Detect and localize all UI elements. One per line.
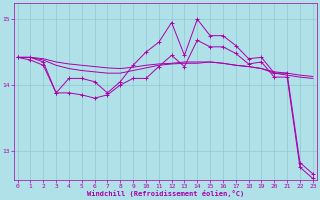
X-axis label: Windchill (Refroidissement éolien,°C): Windchill (Refroidissement éolien,°C) [87, 190, 244, 197]
